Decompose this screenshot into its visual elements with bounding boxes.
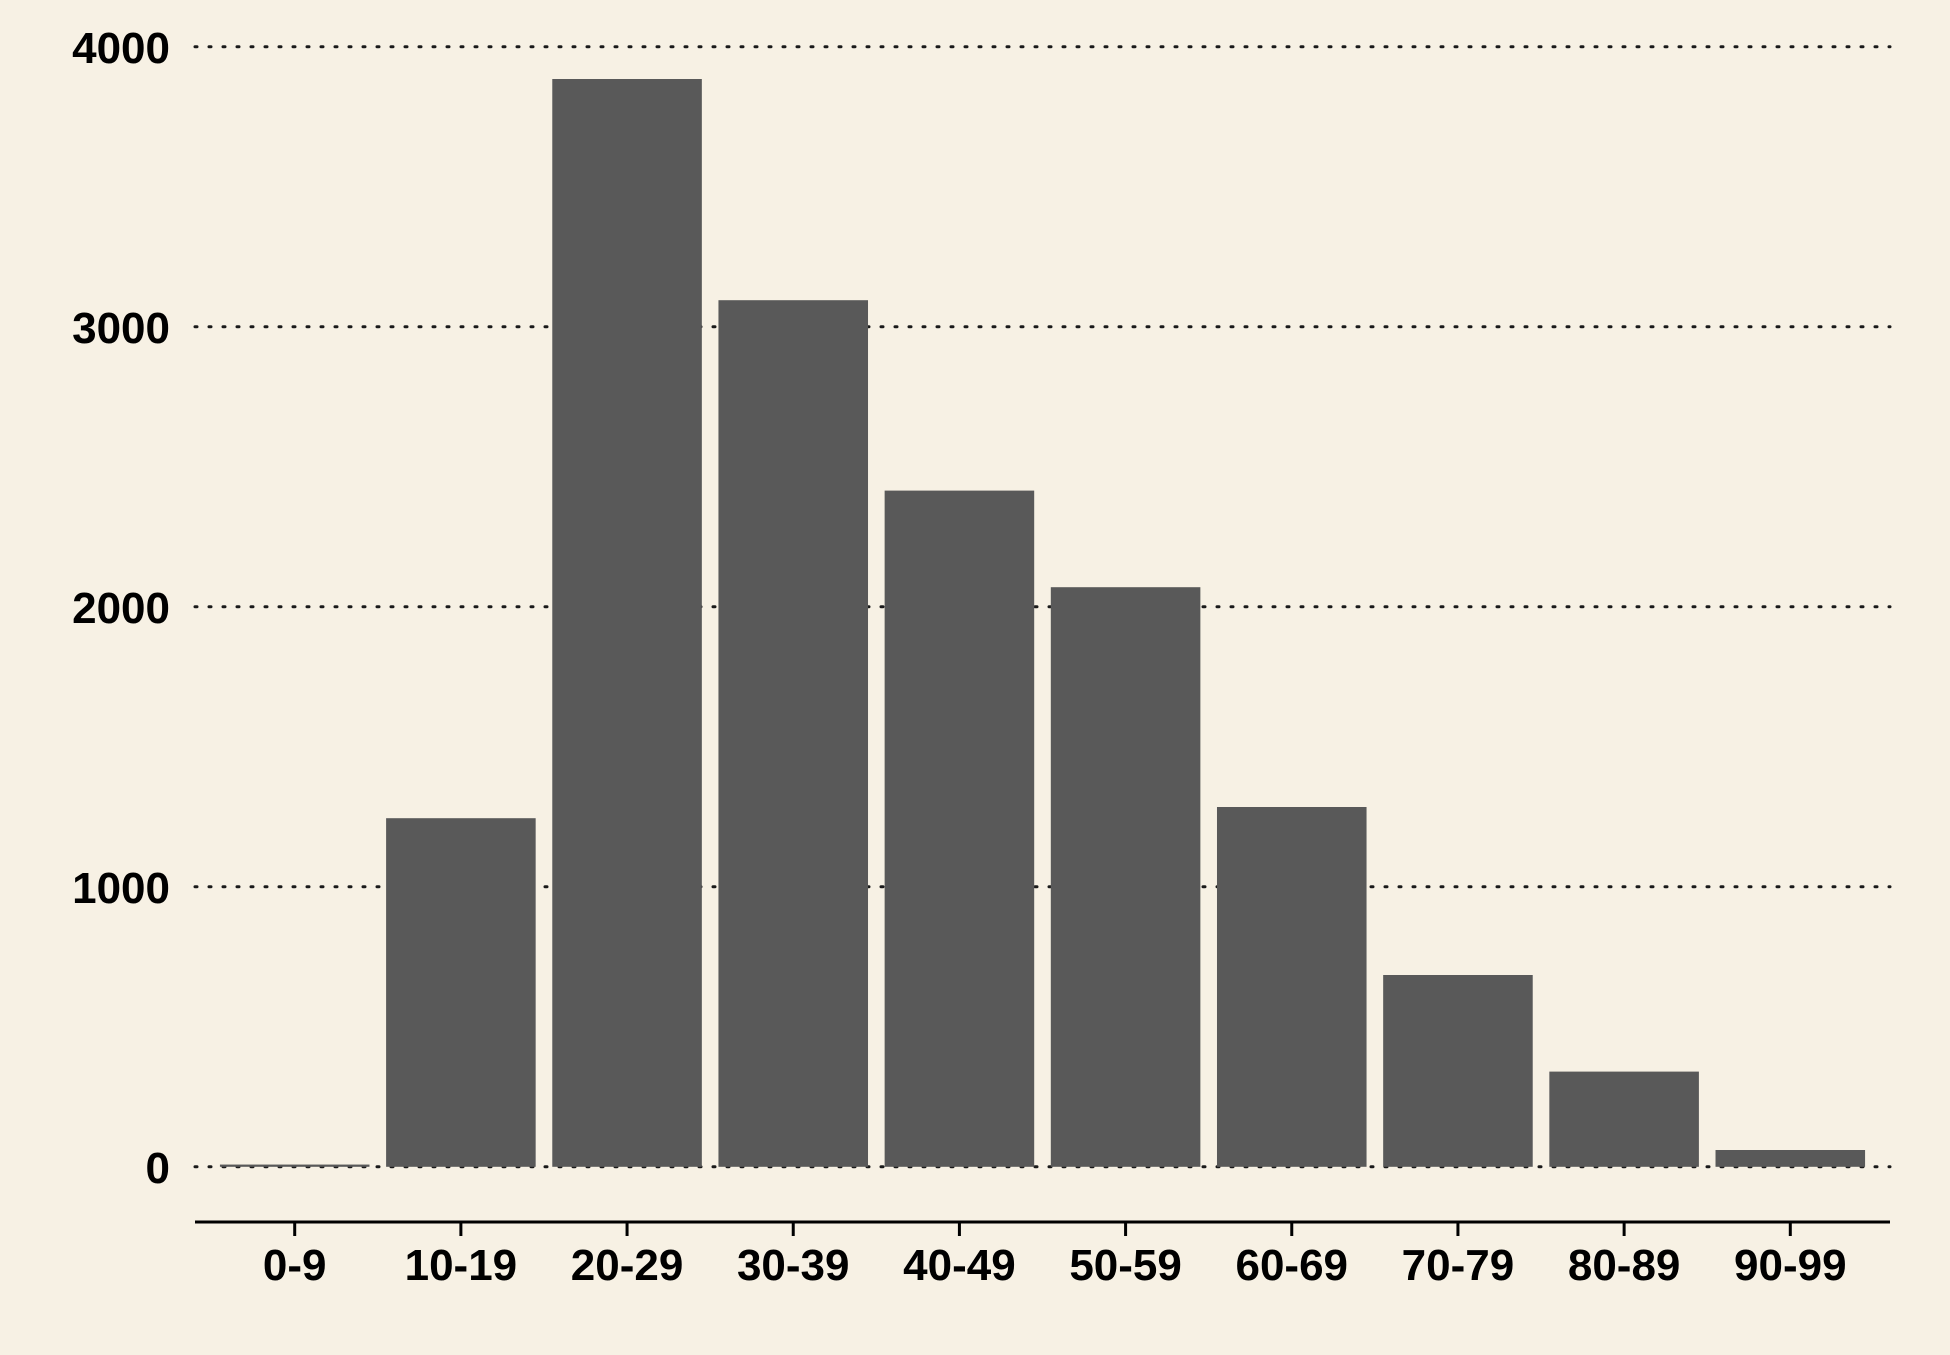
x-tick-label-60-69: 60-69 [1235, 1241, 1348, 1290]
x-tick-label-10-19: 10-19 [405, 1241, 518, 1290]
bars [219, 79, 1866, 1167]
x-tick-label-30-39: 30-39 [737, 1241, 850, 1290]
x-tick-labels: 0-9 10-19 20-29 30-39 40-49 50-59 60-69 70-79 80… [263, 1241, 1847, 1290]
x-tick-label-90-99: 90-99 [1734, 1241, 1847, 1290]
bar-20-29 [552, 79, 702, 1167]
y-tick-label-0: 0 [146, 1144, 170, 1193]
y-tick-label-4000: 4000 [72, 24, 170, 73]
x-tick-label-70-79: 70-79 [1402, 1241, 1515, 1290]
y-tick-label-2000: 2000 [72, 584, 170, 633]
bar-10-19 [386, 818, 536, 1167]
bar-30-39 [718, 300, 869, 1167]
bar-60-69 [1216, 807, 1367, 1167]
x-tick-label-40-49: 40-49 [903, 1241, 1016, 1290]
bar-0-9 [219, 1164, 370, 1167]
y-tick-label-3000: 3000 [72, 304, 170, 353]
x-tick-label-0-9: 0-9 [263, 1241, 327, 1290]
x-tick-label-80-89: 80-89 [1568, 1241, 1681, 1290]
x-axis [195, 1220, 1890, 1236]
bar-40-49 [884, 490, 1035, 1167]
x-tick-label-50-59: 50-59 [1069, 1241, 1182, 1290]
bar-50-59 [1050, 587, 1201, 1167]
bar-90-99 [1715, 1150, 1866, 1167]
y-tick-labels: 0 1000 2000 3000 4000 [72, 24, 170, 1193]
y-tick-label-1000: 1000 [72, 864, 170, 913]
x-tick-label-20-29: 20-29 [571, 1241, 684, 1290]
bar-70-79 [1383, 975, 1533, 1167]
bar-80-89 [1549, 1071, 1699, 1167]
